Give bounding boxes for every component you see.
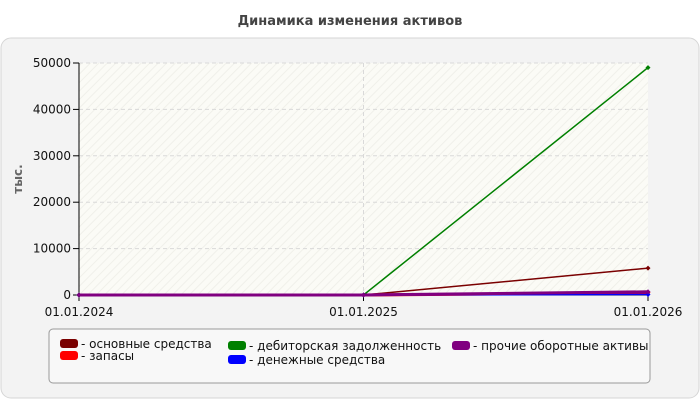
legend-item: - прочие оборотные активы <box>452 339 649 353</box>
legend-swatch <box>60 339 78 348</box>
chart-title: Динамика изменения активов <box>238 14 463 29</box>
legend-items: - основные средства- запасы - дебиторская… <box>60 337 649 367</box>
y-tick-label: 50000 <box>33 56 71 70</box>
legend <box>48 328 651 384</box>
y-axis-label: тыс. <box>11 164 25 193</box>
x-tick-label: 01.01.2025 <box>329 305 398 319</box>
legend-swatch <box>228 355 246 364</box>
legend-label: - дебиторская задолженность <box>249 339 441 353</box>
legend-label: - основные средства <box>81 337 212 351</box>
series-4 <box>76 289 651 298</box>
data-point <box>645 65 651 71</box>
grid <box>79 62 648 295</box>
data-point <box>645 289 651 295</box>
legend-label: - запасы <box>81 349 134 363</box>
y-tick-label: 40000 <box>33 102 71 116</box>
y-tick-label: 10000 <box>33 242 71 256</box>
legend-label: - прочие оборотные активы <box>473 339 649 353</box>
data-point <box>76 292 82 298</box>
legend-label: - денежные средства <box>249 353 385 367</box>
legend-swatch <box>60 351 78 360</box>
legend-swatch <box>452 341 470 350</box>
legend-swatch <box>228 341 246 350</box>
y-tick-labels: 0 10000 20000 30000 40000 50000 <box>33 56 71 302</box>
data-point <box>361 292 366 298</box>
y-tick-label: 0 <box>63 288 71 302</box>
legend-item: - запасы <box>60 349 134 363</box>
x-tick-labels: 01.01.2024 01.01.2025 01.01.2026 <box>45 305 683 319</box>
legend-item: - основные средства <box>60 337 212 351</box>
y-tick-label: 30000 <box>33 149 71 163</box>
x-tick-label: 01.01.2026 <box>614 305 683 319</box>
y-tick-label: 20000 <box>33 195 71 209</box>
series-layer <box>76 65 651 298</box>
legend-item: - дебиторская задолженность <box>228 339 441 353</box>
x-tick-label: 01.01.2024 <box>45 305 114 319</box>
legend-item: - денежные средства <box>228 353 385 367</box>
data-point <box>645 265 651 271</box>
